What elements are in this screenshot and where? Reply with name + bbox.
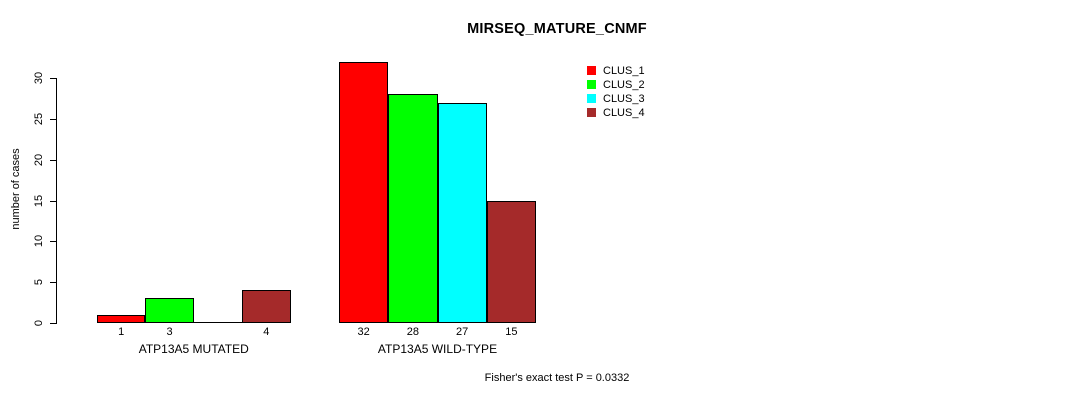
bar-clus-2-atp13a5-mutated: [145, 298, 194, 323]
y-tick-mark: [50, 282, 57, 283]
legend-swatch-clus-4: [587, 108, 596, 117]
stats-annotation: Fisher's exact test P = 0.0332: [484, 372, 630, 384]
bar-clus-4-atp13a5-wild-type: [486, 201, 536, 323]
y-tick-label: 15: [33, 194, 45, 208]
y-tick-mark: [50, 323, 57, 324]
bar-count-label: 3: [166, 326, 173, 338]
legend-swatch-clus-3: [587, 94, 596, 103]
legend-label: CLUS_4: [603, 106, 645, 119]
legend-label: CLUS_2: [603, 78, 645, 91]
y-tick-mark: [50, 78, 57, 79]
bar-count-label: 27: [456, 326, 469, 338]
bar-clus-3-atp13a5-mutated-zero: [193, 322, 243, 323]
chart-title: MIRSEQ_MATURE_CNMF: [467, 21, 647, 37]
y-tick-label: 10: [33, 234, 45, 248]
bar-clus-1-atp13a5-mutated: [97, 315, 146, 323]
bar-count-label: 15: [505, 326, 518, 338]
legend-swatch-clus-1: [587, 66, 596, 75]
y-tick-label: 0: [33, 319, 45, 327]
y-tick-mark: [50, 160, 57, 161]
y-tick-label: 25: [33, 112, 45, 126]
bar-count-label: 32: [357, 326, 370, 338]
legend-swatch-clus-2: [587, 80, 596, 89]
legend-label: CLUS_3: [603, 92, 645, 105]
y-tick-label: 30: [33, 71, 45, 85]
bar-clus-4-atp13a5-mutated: [242, 290, 291, 323]
y-tick-label: 20: [33, 153, 45, 167]
bar-count-label: 1: [118, 326, 125, 338]
bar-count-label: 4: [263, 326, 270, 338]
y-tick-mark: [50, 201, 57, 202]
y-tick-label: 5: [33, 278, 45, 286]
bar-clus-3-atp13a5-wild-type: [437, 103, 487, 323]
bar-clus-1-atp13a5-wild-type: [339, 62, 389, 323]
x-category-label-atp13a5-wild-type: ATP13A5 WILD-TYPE: [377, 342, 498, 356]
bar-count-label: 28: [406, 326, 419, 338]
y-tick-mark: [50, 119, 57, 120]
x-category-label-atp13a5-mutated: ATP13A5 MUTATED: [138, 342, 249, 356]
y-tick-mark: [50, 241, 57, 242]
bar-clus-2-atp13a5-wild-type: [388, 94, 438, 323]
legend-label: CLUS_1: [603, 64, 645, 77]
